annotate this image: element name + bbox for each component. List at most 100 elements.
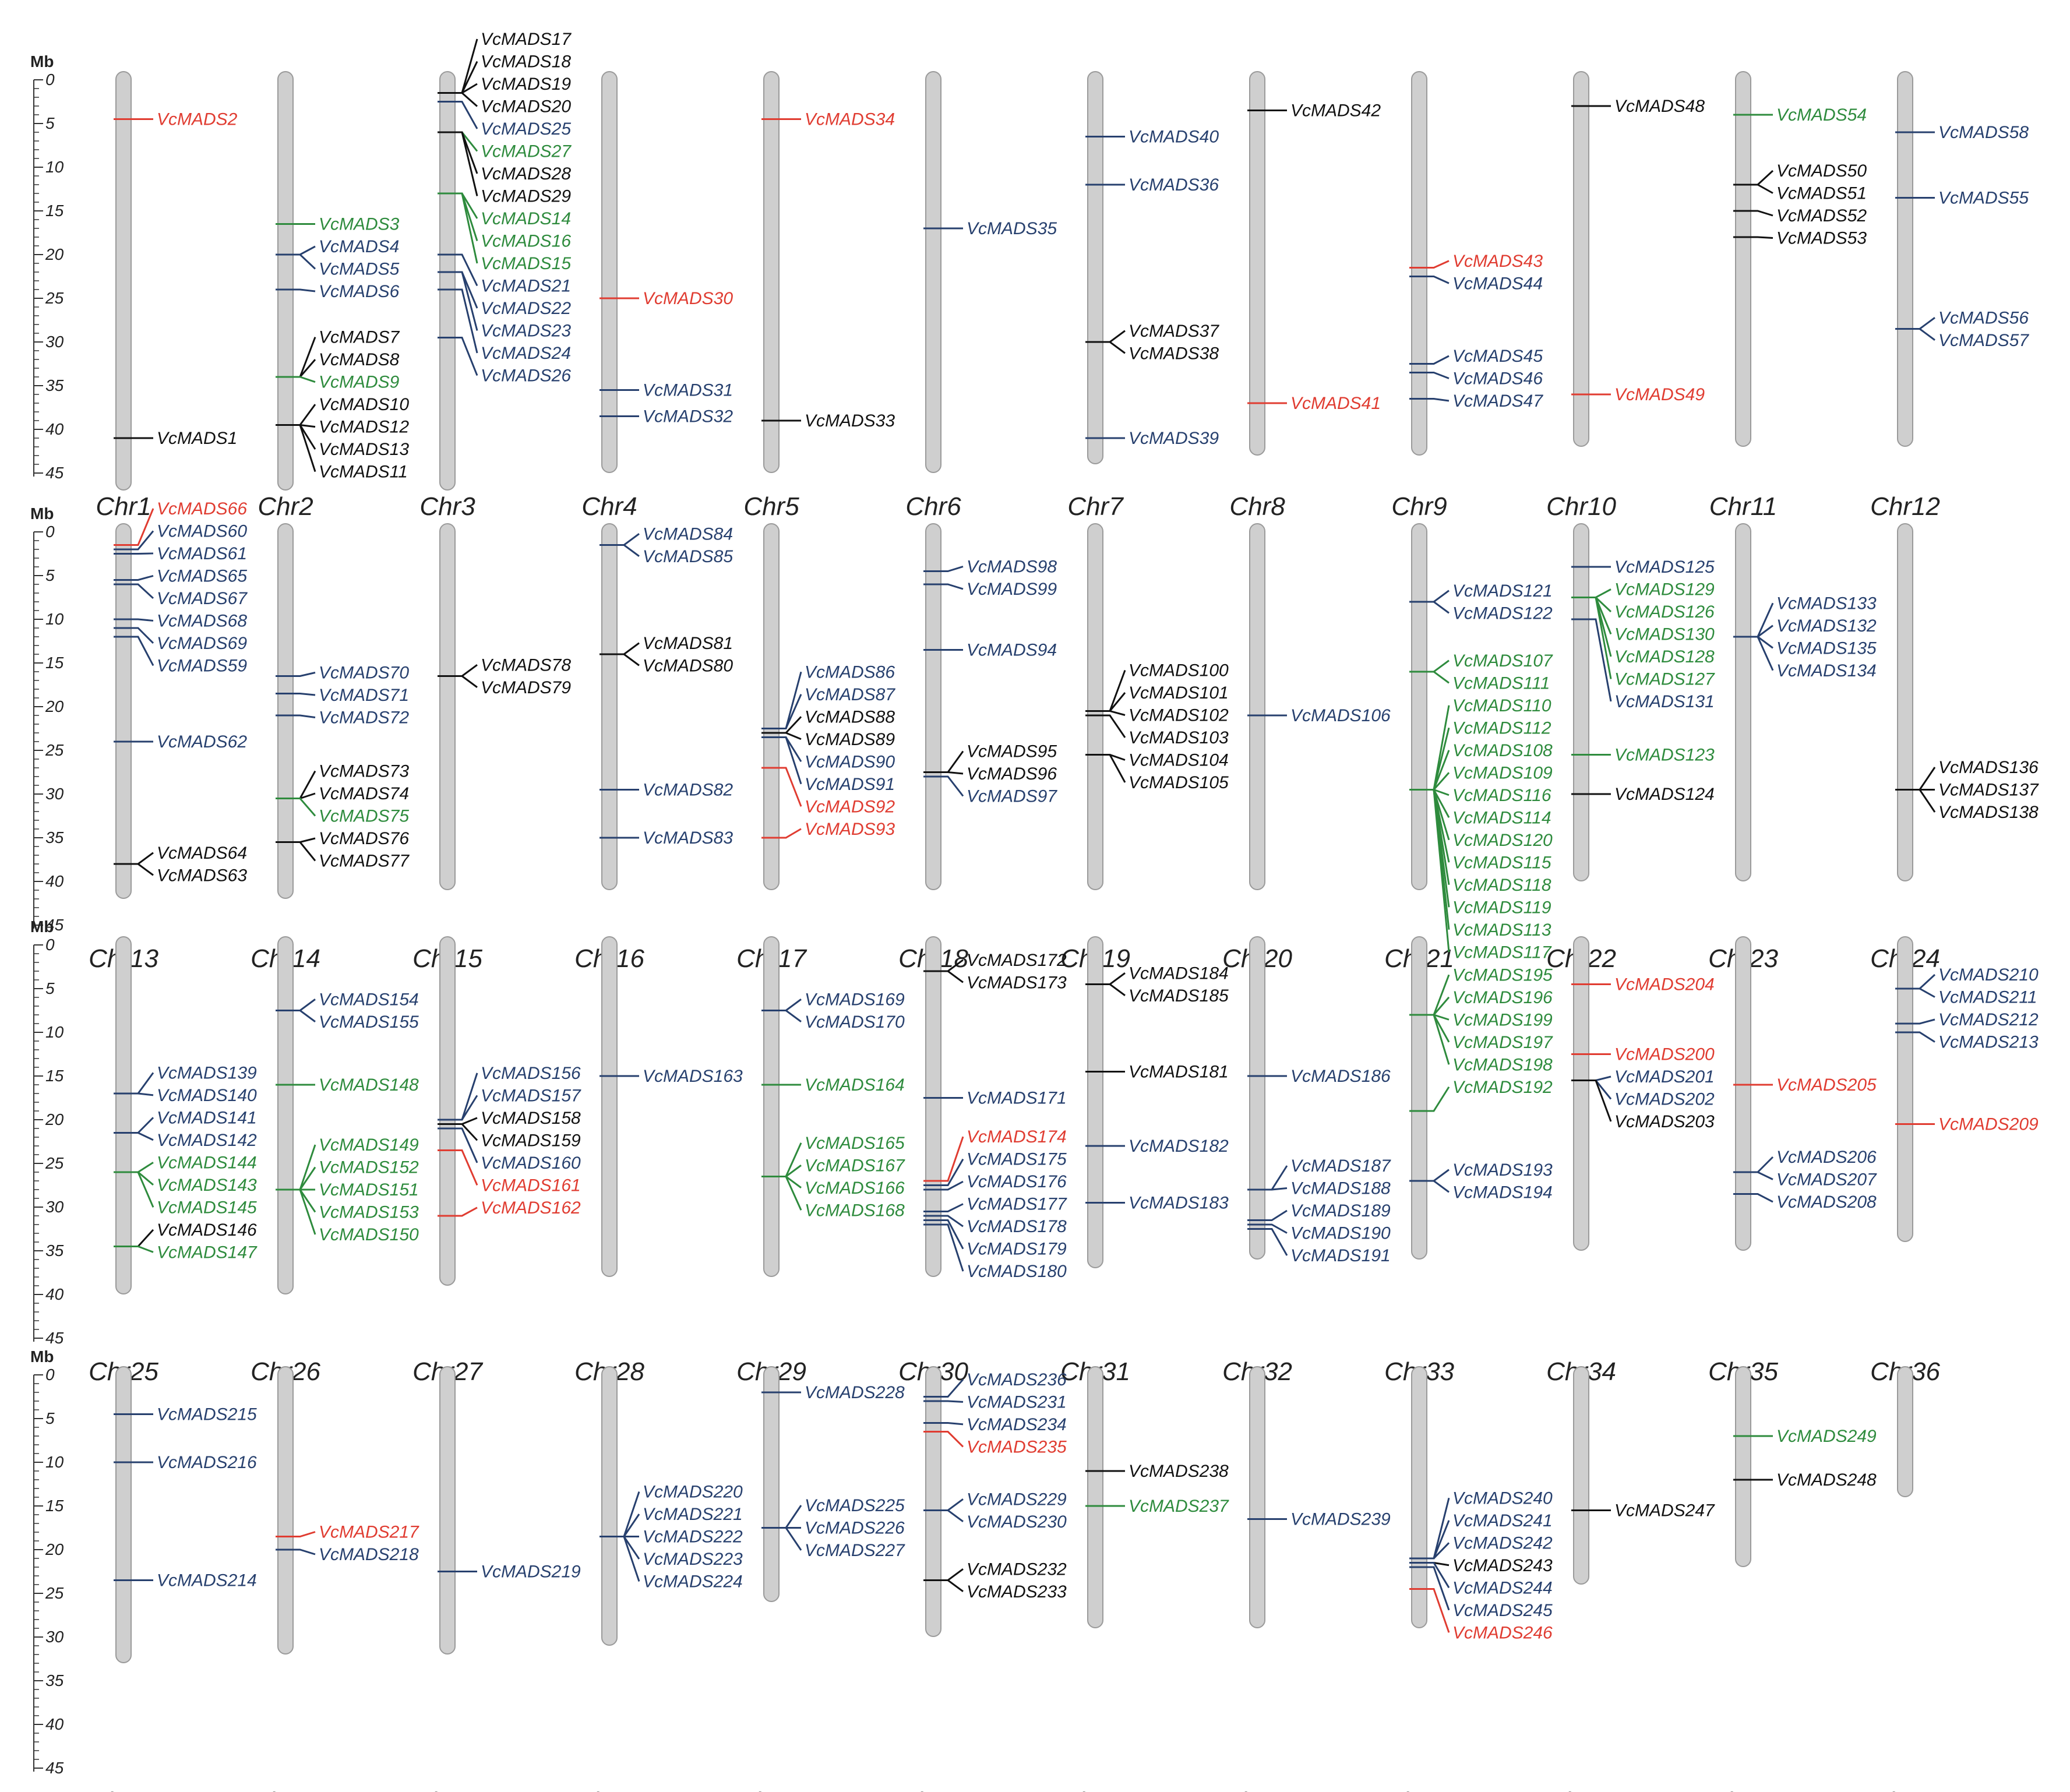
gene-label: VcMADS190 [1290,1224,1391,1243]
chromosome-bar [439,523,456,890]
gene-label: VcMADS247 [1614,1501,1715,1521]
chromosome-bar [1573,936,1589,1251]
gene-marker [923,1400,964,1403]
gene-marker [114,618,154,622]
gene-label: VcMADS34 [805,110,895,129]
gene-marker [923,970,964,983]
chromosome-chr26: Chr26VcMADS154VcMADS155VcMADS148VcMADS14… [251,936,419,1386]
gene-marker [1733,636,1774,671]
gene-marker [1409,1180,1450,1193]
gene-marker [1409,398,1450,402]
gene-label: VcMADS8 [319,350,400,369]
gene-label: VcMADS16 [481,232,571,251]
gene-label: VcMADS104 [1129,751,1229,770]
gene-marker [114,636,154,666]
gene-label: VcMADS181 [1129,1063,1229,1082]
chromosome-chr13: Chr13VcMADS66VcMADS60VcMADS61VcMADS65VcM… [89,499,248,973]
chromosome-chr5: Chr5 VcMADS34 VcMADS33 [743,71,895,521]
gene-marker [276,288,316,292]
gene-label: VcMADS71 [319,686,409,705]
gene-label: VcMADS99 [967,580,1057,599]
gene-label: VcMADS139 [157,1063,257,1082]
gene-marker [1247,1228,1288,1256]
gene-label: VcMADS137 [1938,781,2039,800]
gene-marker [114,530,154,551]
gene-label: VcMADS95 [967,742,1057,761]
gene-marker [1895,987,1935,998]
gene-marker [1571,618,1612,702]
gene-label: VcMADS167 [805,1156,905,1175]
gene-label: VcMADS21 [481,277,571,296]
gene-marker [276,841,316,862]
gene-label: VcMADS68 [157,611,247,630]
chromosome-bar [925,936,941,1277]
gene-label: VcMADS25 [481,119,571,139]
gene-label: VcMADS217 [319,1523,419,1542]
gene-label: VcMADS233 [967,1582,1067,1601]
gene-marker [923,771,964,775]
chromosome-chr12: Chr12 VcMADS58 VcMADS55 VcMADS56 VcMADS57 [1870,71,2029,521]
gene-label: VcMADS239 [1290,1510,1391,1529]
gene-label: VcMADS200 [1614,1045,1715,1064]
gene-marker [114,1132,154,1141]
gene-label: VcMADS5 [319,260,400,279]
gene-label: VcMADS199 [1452,1010,1553,1029]
chromosome-label: Chr45 [1384,1787,1454,1792]
chromosome-bar [763,71,780,473]
chromosome-chr29: Chr29VcMADS169VcMADS170VcMADS164VcMADS16… [736,936,905,1386]
chromosome-bar [1087,523,1103,890]
gene-label: VcMADS174 [967,1127,1067,1147]
mb-axis-label: Mb [30,505,54,523]
chromosome-label: Chr11 [1709,492,1778,521]
gene-marker [438,288,478,354]
chromosome-bar [1735,936,1751,1251]
gene-label: VcMADS246 [1452,1623,1553,1642]
gene-label: VcMADS166 [805,1179,905,1198]
chromosome-bar [601,1366,618,1646]
gene-label: VcMADS219 [481,1562,581,1582]
gene-marker [600,653,640,666]
mb-tick-label: 35 [45,376,64,394]
gene-label: VcMADS209 [1938,1115,2039,1134]
mb-tick-label: 25 [45,1154,64,1172]
mb-tick-label: 5 [45,1409,55,1427]
gene-label: VcMADS97 [967,787,1057,806]
chromosome-label: Chr4 [581,492,637,521]
gene-marker [438,101,478,129]
chromosome-chr11: Chr11 VcMADS54 VcMADS50 VcMADS51 VcMADS52 VcM… [1709,71,1867,521]
gene-marker [1409,1542,1450,1560]
gene-label: VcMADS185 [1129,986,1229,1006]
gene-label: VcMADS74 [319,784,409,803]
gene-label: VcMADS234 [967,1415,1067,1434]
mb-tick-label: 5 [45,979,55,997]
gene-label: VcMADS2 [157,110,238,129]
gene-label: VcMADS3 [319,215,400,234]
gene-label: VcMADS232 [967,1560,1067,1579]
gene-label: VcMADS245 [1452,1601,1553,1620]
gene-label: VcMADS235 [967,1437,1067,1456]
gene-label: VcMADS79 [481,678,571,697]
chromosome-chr4: Chr4 VcMADS30 VcMADS31 VcMADS32 [581,71,733,521]
gene-label: VcMADS187 [1290,1156,1391,1176]
gene-marker [1247,1187,1288,1191]
chromosome-bar [1897,936,1913,1242]
chromosome-chr17: Chr17VcMADS86VcMADS87VcMADS88VcMADS89VcM… [736,523,895,973]
chromosome-chr1: Chr1 VcMADS2 VcMADS1 [96,71,238,521]
chromosome-bar [1897,523,1913,881]
gene-label: VcMADS177 [967,1195,1067,1214]
chromosome-bar [601,936,618,1277]
gene-label: VcMADS113 [1452,920,1551,940]
mb-tick-label: 20 [45,1540,64,1558]
chromosome-label: Chr48 [1870,1787,1940,1792]
gene-marker [114,583,154,599]
gene-marker [923,1203,964,1212]
mb-tick-label: 5 [45,114,55,132]
gene-label: VcMADS241 [1452,1511,1553,1530]
chromosome-bar [1249,523,1265,890]
gene-marker [114,1246,154,1253]
gene-label: VcMADS248 [1776,1470,1877,1490]
gene-label: VcMADS58 [1938,123,2029,142]
